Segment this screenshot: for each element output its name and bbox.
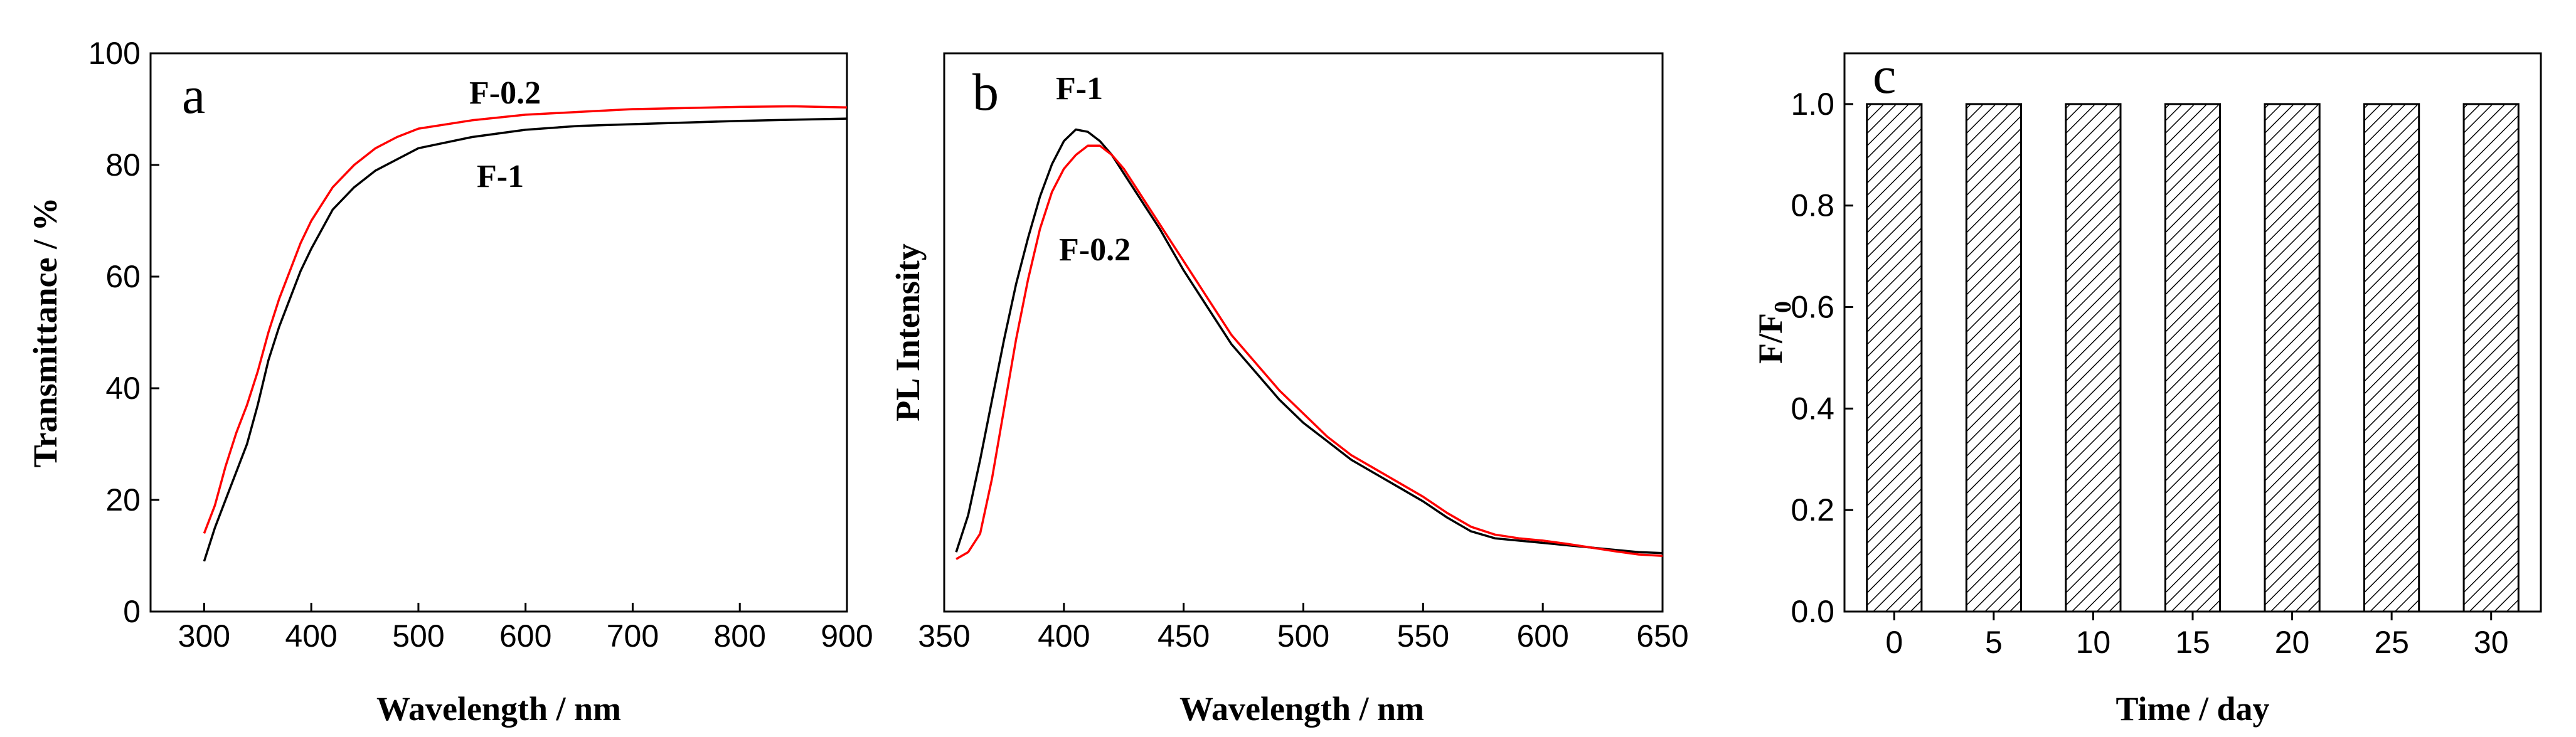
panel-a-x-tick-label: 500	[392, 618, 444, 654]
panel-c-x-axis-title: Time / day	[2116, 690, 2269, 728]
panel-b-x-tick-label: 600	[1516, 618, 1568, 654]
panel-c-y-tick-label: 0.0	[1791, 594, 1834, 629]
panel-a-x-tick-label: 900	[821, 618, 873, 654]
panel-b-series	[955, 128, 1663, 560]
panel-a-series-label-f1: F-1	[477, 159, 524, 194]
panel-c-y-tick-label: 0.6	[1791, 290, 1834, 325]
panel-a-x-ticks: 300 400 500 600 700 800 900	[178, 603, 873, 654]
panel-c-bar	[2363, 103, 2420, 613]
panel-a-series-line-f1	[203, 117, 848, 562]
panel-a-y-axis-title: Transmittance / %	[26, 198, 64, 468]
panel-c-x-tick-label: 20	[2275, 625, 2310, 660]
panel-c-x-tick-label: 5	[1985, 625, 2003, 660]
panel-c-y-ticks: 0.0 0.2 0.4 0.6 0.8 1.0	[1791, 87, 1853, 629]
panel-b-pl-intensity-chart: 350 400 450 500 550 600 650 b F-1 F-0.2 Wavele…	[889, 52, 1689, 728]
panel-a-series-line-f02	[203, 105, 848, 534]
panel-a-plot-frame	[149, 52, 848, 613]
panel-c-bar	[1866, 103, 1923, 613]
panel-a-x-tick-label: 300	[178, 618, 230, 654]
panel-b-x-tick-label: 400	[1038, 618, 1090, 654]
panel-b-x-axis-title: Wavelength / nm	[1179, 690, 1424, 728]
panel-c-stability-bar-chart: 0.0 0.2 0.4 0.6 0.8 1.0 0 5 10 15 20 25 30 c Time /…	[1752, 46, 2542, 728]
panel-c-y-axis-title-subscript: 0	[1770, 301, 1796, 313]
panel-b-x-ticks: 350 400 450 500 550 600 650	[918, 603, 1689, 654]
panel-b-series-line-f02	[955, 144, 1663, 560]
panel-a-y-tick-label: 80	[105, 147, 141, 183]
panel-b-series-label-f02: F-0.2	[1059, 232, 1131, 268]
panel-c-letter: c	[1873, 46, 1896, 105]
panel-a-x-axis-title: Wavelength / nm	[376, 690, 621, 728]
panel-b-series-line-f1	[955, 128, 1663, 554]
panel-a-letter: a	[182, 66, 205, 125]
panel-a-x-tick-label: 800	[714, 618, 766, 654]
panel-a-series	[203, 105, 848, 562]
panel-c-bar	[2164, 103, 2222, 613]
panel-c-y-tick-label: 0.2	[1791, 492, 1834, 528]
panel-a-y-tick-label: 60	[105, 259, 141, 294]
panel-b-x-tick-label: 650	[1636, 618, 1688, 654]
panel-c-x-tick-label: 25	[2374, 625, 2409, 660]
panel-c-x-tick-label: 15	[2175, 625, 2210, 660]
panel-c-y-tick-label: 1.0	[1791, 87, 1834, 122]
panel-c-y-axis-title: F/F0	[1752, 301, 1796, 364]
panel-b-y-axis-title: PL Intensity	[889, 243, 927, 422]
panel-c-y-tick-label: 0.8	[1791, 188, 1834, 223]
panel-a-y-tick-label: 40	[105, 371, 141, 406]
panel-b-series-label-f1: F-1	[1056, 71, 1103, 107]
panel-c-bar	[2462, 103, 2520, 613]
panel-a-x-tick-label: 600	[499, 618, 551, 654]
panel-a-x-tick-label: 400	[285, 618, 337, 654]
panel-b-x-tick-label: 550	[1397, 618, 1449, 654]
panel-a-y-ticks: 0 20 40 60 80 100	[88, 36, 159, 629]
panel-c-x-tick-label: 10	[2076, 625, 2111, 660]
panel-b-x-tick-label: 450	[1158, 618, 1210, 654]
panel-a-y-tick-label: 100	[88, 36, 141, 71]
panel-c-y-axis-title-main: F/F	[1752, 313, 1789, 364]
panel-a-y-tick-label: 0	[123, 594, 141, 629]
panel-a-transmittance-chart: 0 20 40 60 80 100 300 400 500 600 700 800 900 a F-0…	[26, 36, 873, 728]
panel-a-series-label-f02: F-0.2	[469, 75, 541, 111]
panel-c-bar	[2065, 103, 2122, 613]
panel-c-x-tick-label: 0	[1885, 625, 1903, 660]
panel-c-bars	[1866, 103, 2520, 613]
panel-c-bar	[1965, 103, 2023, 613]
panel-c-x-ticks: 0 5 10 15 20 25 30	[1885, 612, 2509, 660]
panel-b-x-tick-label: 500	[1277, 618, 1329, 654]
panel-a-x-tick-label: 700	[607, 618, 659, 654]
panel-b-x-tick-label: 350	[918, 618, 970, 654]
panel-a-y-tick-label: 20	[105, 482, 141, 517]
panel-b-plot-frame	[943, 52, 1664, 613]
panel-c-y-tick-label: 0.4	[1791, 391, 1834, 426]
panel-b-letter: b	[972, 63, 999, 122]
panel-c-x-tick-label: 30	[2474, 625, 2509, 660]
panel-c-bar	[2264, 103, 2321, 613]
